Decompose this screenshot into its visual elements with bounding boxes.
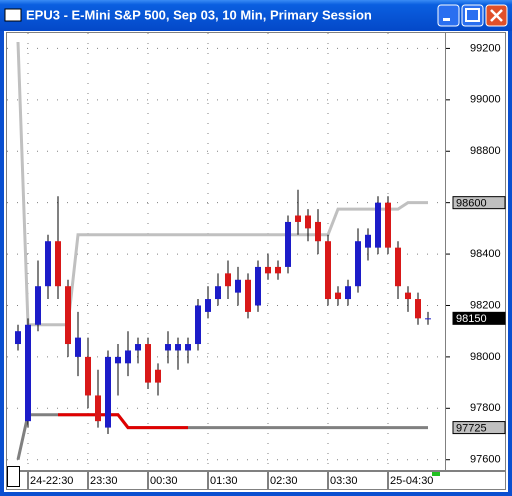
corner-box bbox=[7, 466, 20, 487]
price-marker-label: 98600 bbox=[456, 198, 487, 210]
x-tick-label: 23:30 bbox=[90, 475, 118, 487]
x-tick-label: 25-04:30 bbox=[390, 475, 433, 487]
price-axis bbox=[445, 32, 506, 471]
candle-body bbox=[295, 215, 301, 222]
candle-body bbox=[105, 356, 111, 428]
indicator-line bbox=[58, 413, 188, 430]
y-tick-label: 97800 bbox=[470, 402, 501, 414]
y-tick-label: 99000 bbox=[470, 94, 501, 106]
candle-body bbox=[335, 292, 341, 300]
candle-body bbox=[115, 356, 121, 364]
candle-body bbox=[345, 286, 351, 300]
candle-body bbox=[265, 266, 271, 274]
y-tick-label: 98400 bbox=[470, 248, 501, 260]
candle-body bbox=[175, 344, 181, 351]
candle-body bbox=[405, 292, 411, 300]
window-title: EPU3 - E-Mini S&P 500, Sep 03, 10 Min, P… bbox=[26, 7, 372, 22]
plot-area bbox=[6, 32, 446, 471]
x-tick-label: 24-22:30 bbox=[30, 475, 73, 487]
x-tick-label: 00:30 bbox=[150, 475, 178, 487]
price-marker bbox=[452, 196, 506, 210]
candle-body bbox=[95, 395, 101, 422]
candle-body bbox=[25, 324, 31, 422]
candle-body bbox=[45, 241, 51, 287]
candle-body bbox=[165, 344, 171, 351]
status-indicator bbox=[432, 472, 440, 476]
candle-body bbox=[35, 286, 41, 325]
candle-body bbox=[135, 344, 141, 351]
price-marker bbox=[452, 311, 506, 325]
candle-body bbox=[415, 299, 421, 319]
candle-body bbox=[235, 279, 241, 293]
y-tick-label: 98200 bbox=[470, 299, 501, 311]
candle-body bbox=[385, 202, 391, 248]
candle-body bbox=[215, 286, 221, 300]
y-tick-label: 97600 bbox=[470, 454, 501, 466]
candle-body bbox=[245, 279, 251, 312]
candle-body bbox=[145, 344, 151, 383]
plot: 97600 97800 98000 98200 98400 98600 98800 99000… bbox=[7, 33, 506, 489]
candle-body bbox=[205, 299, 211, 312]
candle-body bbox=[85, 356, 91, 396]
x-tick-label: 02:30 bbox=[270, 475, 298, 487]
minimize-button[interactable] bbox=[437, 4, 460, 27]
candle-body bbox=[395, 247, 401, 287]
price-marker-label: 97725 bbox=[456, 422, 487, 434]
price-marker-label: 98150 bbox=[456, 313, 487, 325]
app-icon bbox=[4, 8, 22, 22]
close-button[interactable] bbox=[485, 4, 508, 27]
y-tick-label: 98000 bbox=[470, 351, 501, 363]
candle-body bbox=[225, 273, 231, 287]
price-marker bbox=[452, 421, 506, 435]
candle-body bbox=[65, 286, 71, 345]
candle-body bbox=[315, 221, 321, 242]
candle-body bbox=[125, 350, 131, 364]
candle-body bbox=[305, 215, 311, 229]
candle-body bbox=[255, 266, 261, 306]
candle-body bbox=[275, 266, 281, 274]
y-tick-label: 98800 bbox=[470, 145, 501, 157]
maximize-button[interactable] bbox=[461, 4, 484, 27]
candle-body bbox=[75, 337, 81, 357]
candle-body bbox=[155, 369, 161, 383]
candle-body bbox=[325, 241, 331, 300]
candle-body bbox=[365, 234, 371, 248]
candle-body bbox=[375, 202, 381, 248]
indicator-line bbox=[16, 41, 428, 327]
candle-body bbox=[55, 241, 61, 287]
title-bar bbox=[0, 0, 512, 31]
candle-body bbox=[425, 318, 431, 320]
candle-body bbox=[15, 331, 21, 345]
candle-body bbox=[185, 344, 191, 351]
candle-body bbox=[195, 305, 201, 345]
time-axis bbox=[6, 471, 506, 490]
y-tick-label: 99200 bbox=[470, 42, 501, 54]
x-tick-label: 01:30 bbox=[210, 475, 238, 487]
x-tick-label: 03:30 bbox=[330, 475, 358, 487]
candle-body bbox=[355, 241, 361, 287]
candle-body bbox=[285, 221, 291, 267]
